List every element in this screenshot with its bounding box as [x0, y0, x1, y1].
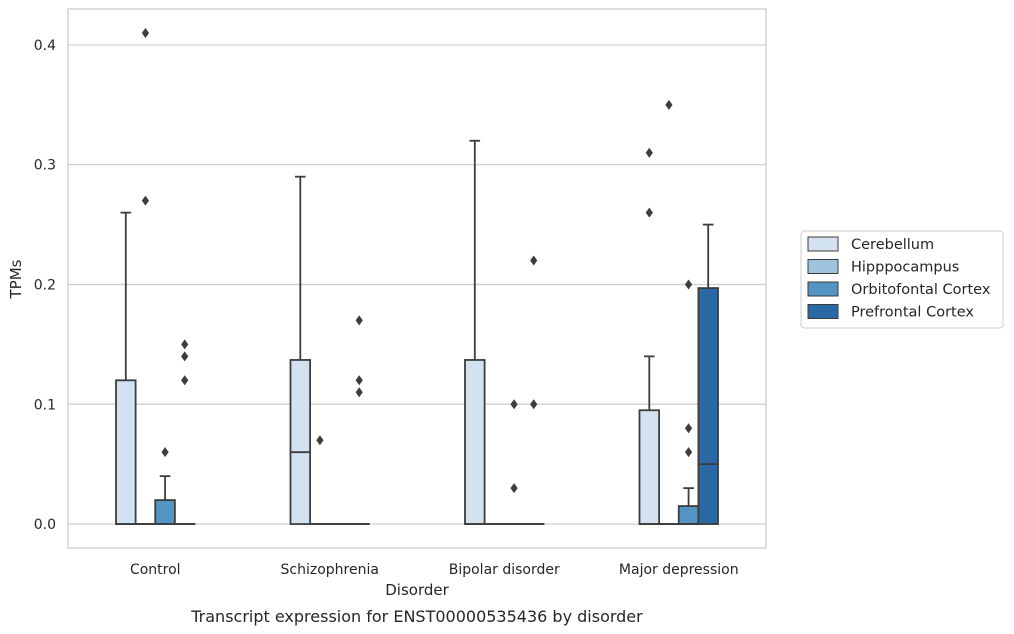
box-orbitofontal-cortex-0: [154, 447, 176, 525]
x-tick-label: Bipolar disorder: [449, 562, 560, 578]
outlier-point: [684, 279, 693, 290]
outlier-point: [510, 399, 518, 410]
outlier-point: [645, 207, 653, 218]
legend-label: Orbitofontal Cortex: [851, 282, 991, 298]
outlier-point: [355, 375, 363, 386]
y-tick-label: 0.4: [34, 38, 56, 54]
y-tick-label: 0.1: [34, 397, 56, 413]
legend: Cerebellum Hipppocampus Orbitofontal Corte…: [800, 230, 1004, 329]
x-tick-label: Major depression: [619, 562, 739, 578]
legend-label: Prefrontal Cortex: [851, 305, 974, 321]
box-prefrontal-cortex-2: [522, 255, 545, 525]
outlier-point: [530, 255, 538, 266]
box-prefrontal-cortex-1: [348, 315, 370, 525]
outlier-point: [316, 435, 324, 446]
y-tick-label: 0.2: [34, 277, 56, 293]
box-body: [154, 499, 176, 525]
outlier-point: [181, 375, 189, 386]
legend-label: Hipppocampus: [851, 260, 959, 276]
box-body: [697, 287, 719, 525]
x-axis-title: Disorder: [385, 581, 449, 599]
outlier-point: [355, 315, 363, 326]
box-cerebellum-3: [638, 147, 661, 525]
box-body: [289, 359, 312, 525]
box-body: [115, 379, 137, 525]
outlier-point: [684, 423, 693, 434]
box-body: [638, 409, 661, 525]
box-prefrontal-cortex-3: [697, 223, 719, 525]
plot-frame: [67, 8, 767, 549]
box-orbitofontal-cortex-2: [503, 399, 525, 525]
legend-swatch: [807, 236, 839, 252]
outlier-point: [645, 147, 653, 158]
outlier-point: [181, 339, 189, 350]
plot-boxes: [115, 27, 719, 525]
box-body: [464, 359, 486, 525]
outlier-point: [665, 99, 673, 110]
y-axis-title: TPMs: [7, 259, 25, 299]
outlier-point: [181, 351, 189, 362]
outlier-point: [355, 387, 363, 398]
outlier-point: [161, 447, 169, 458]
legend-swatch: [807, 259, 839, 274]
box-prefrontal-cortex-0: [173, 339, 196, 525]
outlier-point: [141, 195, 150, 206]
box-cerebellum-1: [289, 175, 312, 525]
y-tick-label: 0.3: [34, 158, 56, 174]
x-axis-ticks: Control Schizophrenia Bipolar disorder Majo…: [130, 562, 739, 578]
outlier-point: [530, 399, 538, 410]
box-body: [677, 505, 700, 525]
outlier-point: [684, 447, 693, 458]
legend-swatch: [807, 281, 839, 297]
legend-frame: [800, 230, 1004, 329]
outlier-point: [510, 483, 518, 494]
x-tick-label: Control: [130, 562, 181, 578]
box-cerebellum-0: [115, 211, 137, 525]
legend-swatch: [807, 304, 839, 319]
box-cerebellum-2: [464, 139, 486, 525]
legend-label: Cerebellum: [851, 237, 934, 253]
outlier-point: [141, 27, 150, 38]
y-axis-ticks: 0.0 0.1 0.2 0.3 0.4: [34, 38, 56, 533]
chart-caption: Transcript expression for ENST0000053543…: [190, 607, 643, 626]
y-tick-label: 0.0: [34, 517, 56, 533]
x-tick-label: Schizophrenia: [281, 562, 379, 578]
